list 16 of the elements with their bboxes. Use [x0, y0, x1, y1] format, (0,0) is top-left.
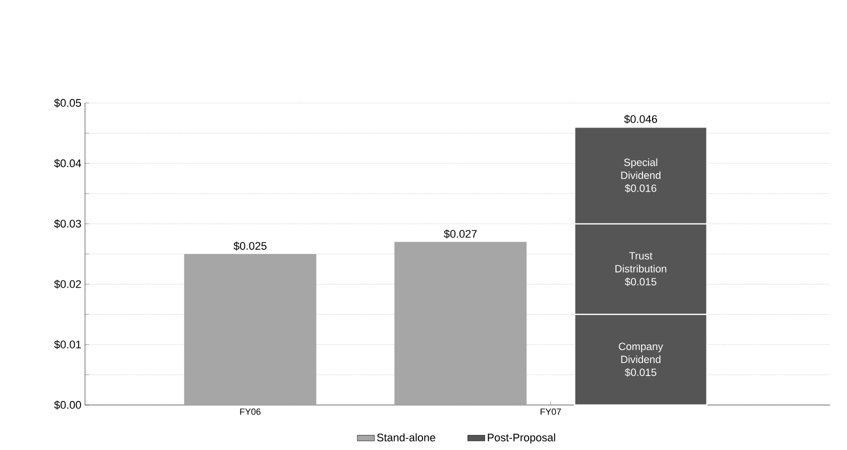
y-tick-label: $0.01	[54, 340, 81, 350]
y-tick-label: $0.04	[54, 158, 82, 168]
x-tick-label: FY07	[540, 408, 561, 415]
y-tick-label: $0.05	[54, 98, 82, 108]
x-tick-label: FY06	[240, 408, 261, 415]
legend-label: Stand-alone	[377, 433, 436, 442]
annotation: $0.046	[624, 114, 658, 124]
data-label: Trust Distribution $0.015	[615, 252, 666, 286]
legend-label: Post-Proposal	[488, 433, 556, 444]
data-label: Company Dividend $0.015	[618, 342, 664, 377]
data-label: $0.025	[234, 242, 267, 250]
data-label: Special Dividend $0.016	[621, 158, 660, 193]
y-tick-label: $0.03	[54, 219, 81, 228]
data-label: $0.027	[444, 230, 477, 238]
y-tick-label: $0.02	[54, 280, 81, 289]
y-tick-label: $0.00	[54, 400, 82, 410]
